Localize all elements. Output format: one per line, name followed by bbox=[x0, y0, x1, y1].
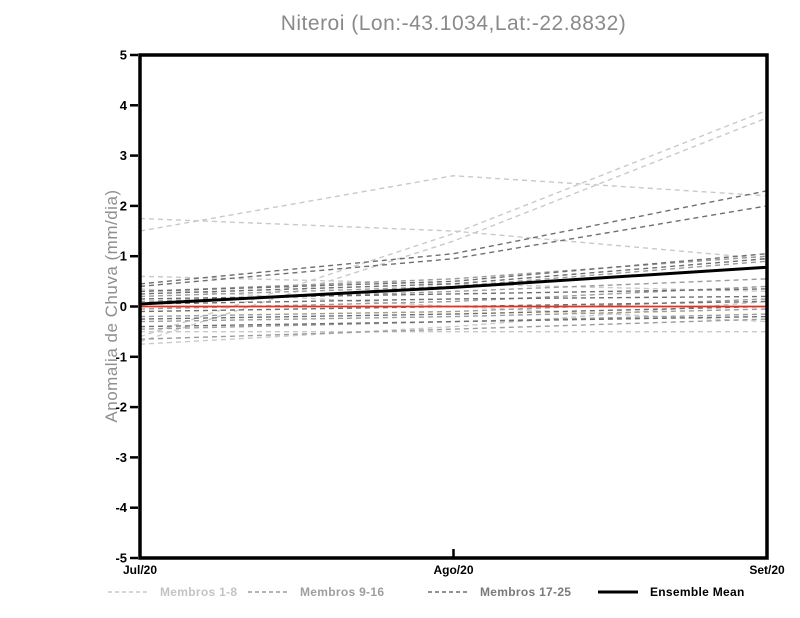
legend-item: Membros 9-16 bbox=[248, 585, 384, 599]
y-tick-label: -5 bbox=[115, 551, 127, 566]
legend-item: Membros 17-25 bbox=[428, 585, 571, 599]
member-line bbox=[139, 305, 768, 320]
legend-label: Ensemble Mean bbox=[650, 585, 745, 599]
member-line bbox=[139, 300, 768, 313]
y-tick-label: 2 bbox=[120, 198, 127, 213]
member-line bbox=[139, 117, 768, 343]
y-tick-label: 5 bbox=[120, 48, 127, 63]
y-tick-label: 3 bbox=[120, 148, 127, 163]
y-tick-label: 1 bbox=[120, 249, 127, 264]
member-line bbox=[139, 285, 768, 310]
x-tick-label: Jul/20 bbox=[123, 563, 157, 577]
member-line bbox=[139, 315, 768, 328]
y-tick-label: 4 bbox=[120, 98, 128, 113]
member-line bbox=[139, 275, 768, 293]
member-line bbox=[139, 205, 768, 288]
y-tick-label: -4 bbox=[115, 500, 127, 515]
y-tick-label: -3 bbox=[115, 450, 127, 465]
member-line bbox=[139, 175, 768, 232]
y-tick-label: -2 bbox=[115, 400, 127, 415]
member-line bbox=[139, 258, 768, 295]
ensemble-mean-line bbox=[139, 265, 768, 306]
legend: Membros 1-8 Membros 9-16 Membros 17-25 Ense… bbox=[0, 585, 800, 603]
member-line bbox=[139, 300, 768, 345]
legend-item: Ensemble Mean bbox=[598, 585, 745, 599]
member-line bbox=[139, 313, 768, 330]
member-line bbox=[139, 318, 768, 340]
dashed-line-sample bbox=[248, 591, 288, 593]
x-tick-label: Ago/20 bbox=[433, 563, 473, 577]
member-line bbox=[139, 295, 768, 305]
solid-line-sample bbox=[598, 590, 638, 594]
legend-label: Membros 1-8 bbox=[160, 585, 238, 599]
dashed-line-sample bbox=[108, 591, 148, 593]
member-line bbox=[139, 190, 768, 285]
legend-label: Membros 9-16 bbox=[300, 585, 385, 599]
legend-item: Membros 1-8 bbox=[108, 585, 237, 599]
dashed-line-sample bbox=[428, 591, 468, 593]
member-line bbox=[139, 298, 768, 318]
member-line bbox=[139, 278, 768, 303]
legend-label: Membros 17-25 bbox=[480, 585, 572, 599]
member-line bbox=[139, 255, 768, 293]
member-line bbox=[139, 109, 768, 338]
member-line bbox=[139, 252, 768, 293]
y-tick-label: 0 bbox=[120, 299, 127, 314]
member-line bbox=[139, 308, 768, 323]
x-tick-label: Set/20 bbox=[749, 563, 785, 577]
y-tick-label: -1 bbox=[115, 349, 127, 364]
member-line bbox=[139, 288, 768, 300]
chart-title: Niteroi (Lon:-43.1034,Lat:-22.8832) bbox=[280, 12, 627, 35]
member-line bbox=[139, 260, 768, 298]
member-line bbox=[139, 217, 768, 260]
